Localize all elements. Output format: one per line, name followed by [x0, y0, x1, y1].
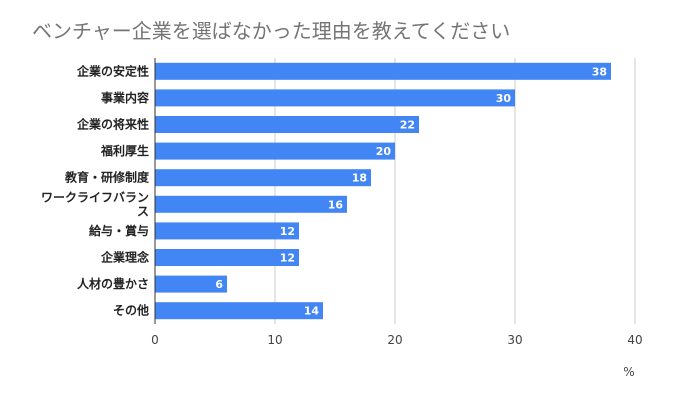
category-label: 事業内容	[101, 90, 149, 105]
category-label: ワークライフバランス	[41, 190, 149, 218]
bar-value-label: 14	[304, 305, 320, 318]
bar	[155, 275, 227, 293]
bar	[155, 89, 515, 107]
bar	[155, 116, 419, 133]
x-tick-label: 0	[151, 333, 159, 347]
bar-value-label: 12	[280, 225, 295, 238]
bar-value-label: 38	[592, 65, 607, 78]
category-label: 福利厚生	[100, 143, 149, 158]
x-tick-label: 20	[387, 333, 402, 347]
category-label: その他	[113, 303, 149, 318]
bar-value-label: 6	[215, 278, 223, 291]
bars: 38 30 22 20 18 16 12 12 6 14	[155, 62, 611, 320]
chart-title: ベンチャー企業を選ばなかった理由を教えてください	[32, 19, 510, 43]
category-label: 教育・研修制度	[64, 170, 150, 185]
x-axis-unit-label: %	[623, 365, 634, 379]
bar	[155, 169, 371, 187]
bar-value-label: 18	[352, 172, 367, 185]
bar	[155, 302, 323, 320]
bar-value-label: 22	[400, 119, 415, 132]
category-labels: 企業の安定性事業内容企業の将来性福利厚生教育・研修制度ワークライフバランス給与・…	[41, 63, 150, 317]
bar	[155, 62, 611, 80]
category-label: 人材の豊かさ	[77, 276, 149, 291]
bar-value-label: 30	[496, 92, 512, 105]
x-tick-label: 30	[507, 333, 522, 347]
bar-value-label: 16	[328, 198, 344, 211]
category-label: 企業の安定性	[76, 63, 149, 78]
x-axis-ticks: 0 10 20 30 40	[151, 333, 642, 347]
bar	[155, 195, 347, 213]
category-label: 企業理念	[100, 250, 149, 265]
bar-value-label: 12	[280, 252, 295, 265]
x-tick-label: 10	[267, 333, 282, 347]
bar	[155, 222, 299, 240]
bar-value-label: 20	[376, 145, 392, 158]
category-label: 給与・賞与	[89, 223, 149, 238]
x-tick-label: 40	[627, 333, 642, 347]
bar	[155, 142, 395, 160]
bar	[155, 249, 299, 266]
category-label: 企業の将来性	[76, 117, 149, 132]
